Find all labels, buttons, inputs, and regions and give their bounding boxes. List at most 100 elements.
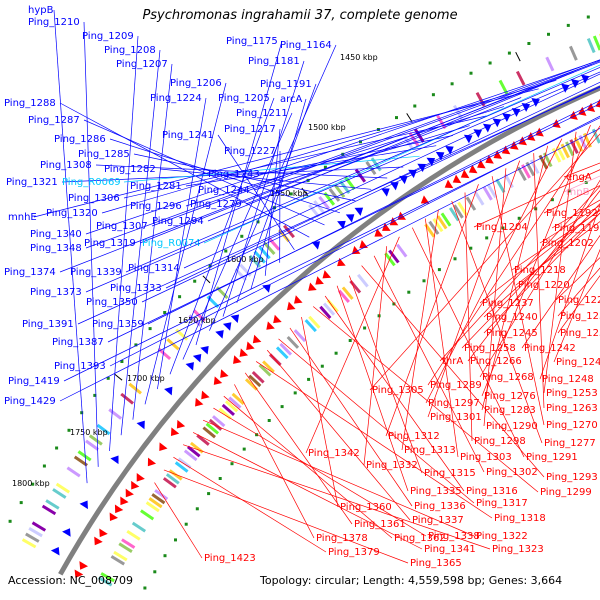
cog-block — [565, 141, 575, 157]
cog-block — [279, 342, 293, 356]
outer-marker — [195, 507, 199, 511]
inner-marker — [413, 104, 417, 108]
outer-marker — [218, 477, 222, 480]
forward-gene-arrow — [351, 245, 361, 255]
forward-gene-arrow — [397, 211, 407, 220]
right-label-connector — [336, 285, 409, 492]
inner-marker — [55, 446, 59, 450]
right-label-connector — [481, 145, 549, 411]
reverse-gene-arrow — [521, 102, 531, 112]
left-label-connector — [109, 35, 139, 452]
left-gene-label: Ping_1308 — [40, 160, 92, 171]
forward-gene-arrow — [444, 179, 454, 189]
right-label-connector — [401, 209, 439, 451]
scale-tick-label: 1700 kbp — [127, 374, 165, 383]
cog-block — [52, 488, 67, 499]
left-label-connector — [123, 155, 420, 183]
right-label-connector — [312, 306, 539, 493]
inner-marker — [289, 192, 293, 196]
right-gene-label: Ping_1263 — [546, 403, 598, 414]
forward-gene-arrow — [114, 504, 124, 514]
cog-block — [113, 550, 128, 562]
right-label-connector — [192, 432, 423, 550]
outer-marker — [255, 433, 259, 437]
left-label-connector — [165, 81, 600, 289]
cog-block — [66, 466, 81, 478]
cog-block — [28, 527, 43, 538]
forward-gene-arrow — [595, 99, 600, 108]
cog-block — [308, 204, 320, 218]
cog-block — [432, 218, 444, 233]
cog-block — [145, 501, 160, 513]
scale-tick — [113, 373, 123, 381]
right-label-connector — [557, 267, 600, 317]
right-label-connector — [182, 444, 491, 550]
scale-tick — [202, 275, 211, 284]
left-gene-label: Ping_1307 — [96, 221, 148, 232]
left-gene-label: Ping_1209 — [82, 31, 134, 42]
cog-block — [154, 489, 169, 501]
right-gene-label: Ping_1204 — [476, 222, 528, 233]
left-gene-label: Ping_1393 — [54, 361, 106, 372]
left-gene-label: Ping_R0069 — [62, 177, 121, 188]
reverse-gene-arrow — [463, 134, 473, 144]
cog-block — [177, 457, 192, 469]
outer-marker — [207, 492, 211, 496]
right-gene-label: Ping_1199 — [554, 223, 600, 234]
scale-tick — [406, 113, 413, 123]
cog-block — [592, 35, 600, 51]
cog-block — [31, 521, 47, 532]
left-gene-label: Ping_1296 — [130, 201, 182, 212]
inner-marker — [507, 51, 511, 55]
right-gene-label: Ping_1270 — [546, 420, 598, 431]
right-gene-label: Ping_1192 — [546, 208, 598, 219]
inner-marker — [547, 32, 550, 36]
right-label-connector — [363, 246, 388, 466]
inner-marker — [431, 93, 435, 97]
left-gene-label: Ping_1164 — [280, 40, 332, 51]
right-label-connector — [373, 255, 485, 473]
left-gene-label: Ping_1282 — [104, 164, 156, 175]
outer-marker — [363, 326, 367, 330]
cog-block — [196, 434, 210, 446]
inner-marker — [208, 264, 212, 268]
cog-block — [304, 319, 317, 333]
right-label-connector — [539, 203, 600, 380]
reverse-gene-arrow — [381, 188, 390, 197]
cog-block — [503, 173, 514, 189]
cog-block — [328, 187, 341, 202]
cog-block — [186, 445, 201, 458]
left-label-connector — [183, 73, 600, 269]
right-gene-label: Ping_1298 — [474, 436, 526, 447]
cog-block — [569, 45, 578, 61]
right-label-connector — [543, 131, 577, 394]
cog-block — [475, 91, 486, 107]
right-gene-label: Ping_1315 — [424, 468, 476, 479]
left-label-connector — [109, 115, 600, 367]
right-label-connector — [266, 349, 411, 521]
left-gene-label: Ping_1210 — [28, 17, 80, 28]
scale-tick — [301, 187, 309, 197]
right-gene-label: Ping_1253 — [546, 388, 598, 399]
reverse-gene-arrow — [426, 157, 436, 167]
left-gene-label: Ping_1207 — [116, 59, 168, 70]
left-gene-label: Ping_R0074 — [142, 238, 201, 249]
cog-block — [258, 363, 272, 377]
outer-marker — [453, 257, 457, 261]
left-label-connector — [85, 71, 600, 293]
outer-marker — [348, 339, 352, 342]
cog-block — [73, 455, 88, 467]
cog-block — [148, 497, 163, 509]
scale-tick — [515, 51, 521, 62]
reverse-gene-arrow — [511, 108, 521, 117]
outer-marker — [163, 554, 167, 558]
inner-marker — [256, 220, 260, 224]
inner-marker — [93, 393, 97, 397]
left-gene-label: Ping_1279 — [190, 199, 242, 210]
inner-marker — [450, 82, 454, 86]
cog-block — [436, 215, 448, 230]
cog-block — [495, 178, 506, 194]
left-label-connector — [125, 67, 600, 273]
